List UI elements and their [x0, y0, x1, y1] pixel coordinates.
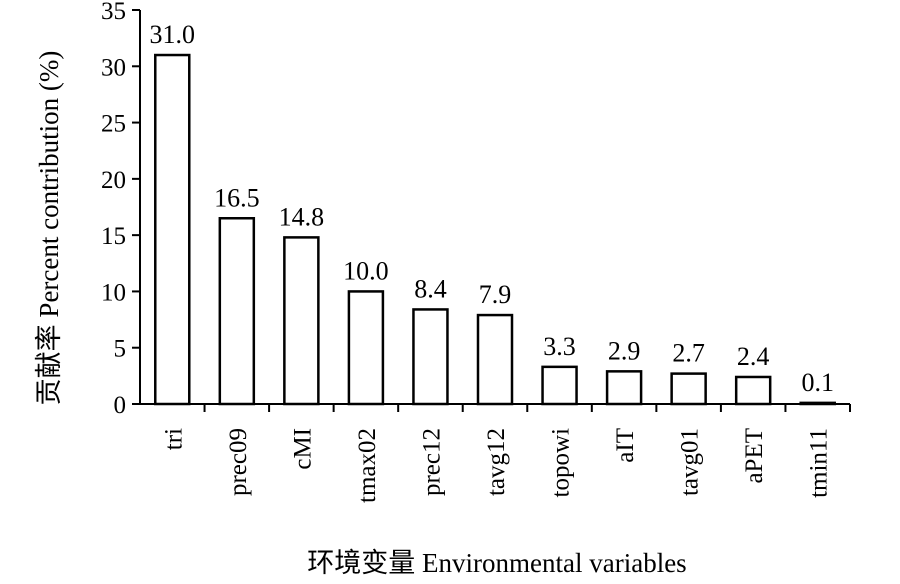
bar-prec09: [218, 217, 256, 406]
y-axis-title: 贡献率 Percent contribution (%): [34, 51, 64, 406]
category-label-tavg01: tavg01: [677, 428, 704, 496]
category-label-prec09: prec09: [225, 428, 252, 496]
data-label-tmin11: 0.1: [801, 368, 834, 397]
category-label-tmin11: tmin11: [806, 428, 833, 498]
data-label-cMI: 14.8: [279, 202, 325, 231]
data-label-prec12: 8.4: [414, 274, 447, 303]
data-label-aIT: 2.9: [608, 336, 641, 365]
category-label-aPET: aPET: [741, 428, 768, 484]
data-label-topowi: 3.3: [543, 332, 576, 361]
data-label-tavg01: 2.7: [672, 339, 705, 368]
category-label-topowi: topowi: [548, 428, 575, 498]
y-tick-label: 5: [114, 336, 127, 363]
data-label-tavg12: 7.9: [479, 280, 512, 309]
bar-tri: [154, 53, 191, 406]
bar-cMI: [283, 236, 320, 406]
y-tick-label: 10: [101, 279, 126, 306]
bar-aPET: [734, 375, 772, 406]
bar-topowi: [541, 365, 578, 406]
axes-group: [132, 9, 851, 412]
y-tick-label: 15: [101, 223, 126, 250]
category-label-prec12: prec12: [418, 428, 445, 496]
data-label-aPET: 2.4: [737, 342, 770, 371]
data-label-prec09: 16.5: [214, 183, 260, 212]
category-label-cMI: cMI: [289, 428, 316, 470]
x-axis-title: 环境变量 Environmental variables: [307, 548, 686, 578]
category-label-tmax02: tmax02: [354, 428, 381, 503]
bar-aIT: [605, 370, 643, 406]
bars-group: [154, 53, 836, 406]
y-tick-label: 25: [101, 111, 126, 138]
bar-tavg01: [670, 372, 707, 406]
y-tick-label: 0: [114, 392, 127, 419]
bar-tavg12: [476, 313, 514, 406]
bar-prec12: [412, 308, 449, 406]
y-tick-label: 30: [101, 54, 126, 81]
y-tick-label: 20: [101, 167, 126, 194]
data-label-tmax02: 10.0: [343, 256, 389, 285]
category-label-aIT: aIT: [612, 428, 639, 463]
bar-tmax02: [347, 290, 385, 406]
category-label-tri: tri: [160, 428, 187, 450]
labels-group: 0 5 10 15 20 25 30 35 31.0 tri 16.5 prec09 14.8 cMI 10…: [101, 0, 834, 503]
y-tick-label: 35: [101, 0, 126, 25]
data-label-tri: 31.0: [150, 20, 196, 49]
category-label-tavg12: tavg12: [483, 428, 510, 496]
